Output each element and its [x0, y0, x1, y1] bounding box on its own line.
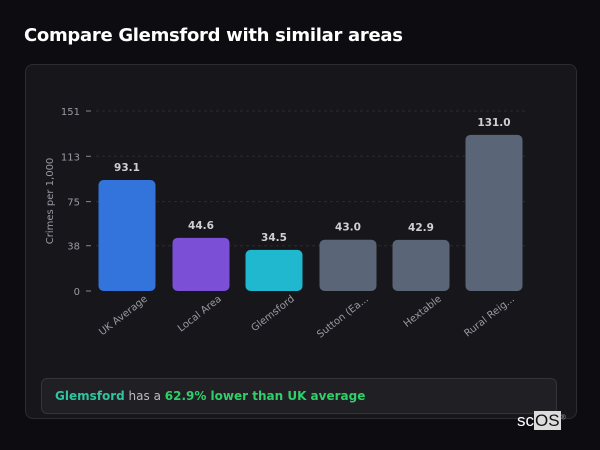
summary-text: has a	[124, 389, 165, 403]
data-label: 42.9	[408, 222, 434, 234]
bar-3	[319, 239, 377, 291]
y-tick-label: 0	[74, 287, 80, 298]
data-label: 93.1	[114, 162, 140, 174]
summary-box: Glemsford has a 62.9% lower than UK aver…	[41, 378, 557, 414]
data-label: 43.0	[335, 222, 361, 234]
bar-4	[392, 239, 450, 291]
data-label: 131.0	[477, 117, 510, 129]
summary-place: Glemsford	[55, 389, 125, 403]
x-tick-label: Rural Reig...	[463, 294, 517, 340]
bar-1	[172, 237, 230, 291]
bar-0	[98, 180, 156, 291]
bar-2	[245, 249, 303, 291]
y-tick-label: 151	[61, 107, 80, 118]
x-tick-label: Hextable	[402, 294, 444, 330]
y-tick-label: 75	[67, 198, 80, 209]
x-tick-label: Local Area	[176, 294, 224, 335]
x-tick-label: UK Average	[97, 294, 150, 338]
data-label: 44.6	[188, 220, 214, 232]
bar-5	[465, 134, 523, 291]
x-tick-label: Glemsford	[249, 294, 296, 334]
y-tick-label: 113	[61, 152, 80, 163]
x-tick-label: Sutton (Ea...	[315, 294, 371, 341]
y-axis-label: Crimes per 1,000	[45, 158, 56, 245]
y-tick-label: 38	[67, 242, 80, 253]
summary-highlight: 62.9% lower than UK average	[164, 389, 366, 403]
scos-logo: scOS®	[517, 411, 566, 430]
data-label: 34.5	[261, 232, 287, 244]
page-title: Compare Glemsford with similar areas	[24, 25, 403, 46]
